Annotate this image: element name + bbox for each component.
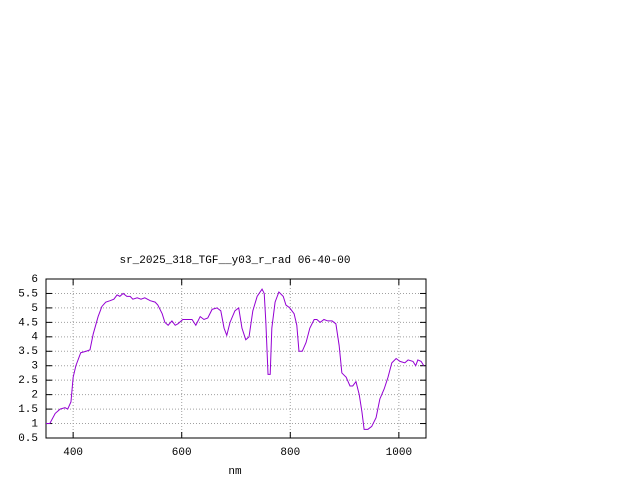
y-tick-label: 4.5	[18, 317, 38, 329]
y-tick-label: 0.5	[18, 433, 38, 445]
x-tick-label: 600	[172, 447, 192, 459]
y-tick-label: 2.5	[18, 375, 38, 387]
y-tick-label: 1.5	[18, 404, 38, 416]
y-tick-label: 4	[31, 332, 38, 344]
x-tick-label: 1000	[386, 447, 412, 459]
chart-title: sr_2025_318_TGF__y03_r_rad 06-40-00	[119, 255, 350, 267]
y-tick-label: 3.5	[18, 346, 38, 358]
y-tick-label: 1	[31, 418, 38, 430]
y-tick-label: 2	[31, 390, 38, 402]
y-tick-label: 5	[31, 303, 38, 315]
data-line	[46, 288, 425, 430]
plot-frame	[45, 278, 427, 439]
x-axis-label: nm	[228, 466, 242, 478]
x-tick-label: 800	[280, 447, 300, 459]
y-tick-label: 5.5	[18, 288, 38, 300]
y-tick-label: 6	[31, 274, 38, 286]
x-tick-label: 400	[63, 447, 83, 459]
y-tick-label: 3	[31, 361, 38, 373]
